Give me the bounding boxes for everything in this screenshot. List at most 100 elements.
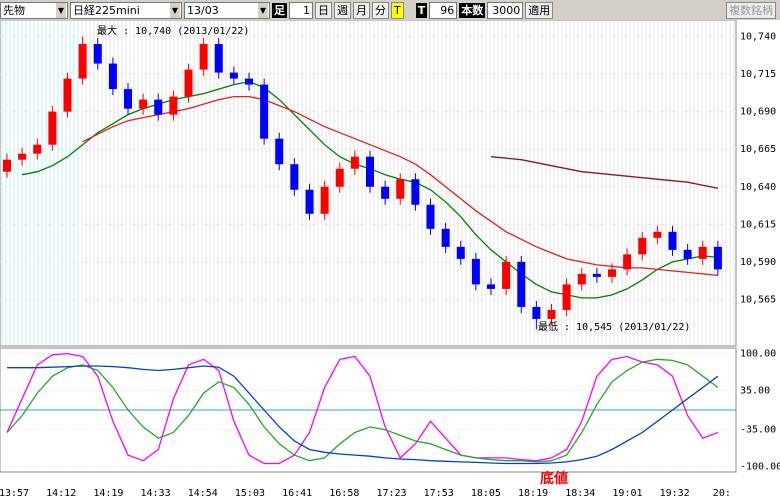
ashi-label: 足 <box>272 2 287 18</box>
y2-tick-label: 35.00 <box>740 385 770 396</box>
x-tick-label: 19:32 <box>660 488 690 499</box>
chart: 10,740 10,715 10,690 10,665 10,640 10,615 10,5… <box>0 20 780 499</box>
candle-body <box>48 111 57 145</box>
candle-body <box>441 228 450 247</box>
candle-body <box>608 269 616 277</box>
x-tick-label: 14:33 <box>141 488 171 499</box>
y-tick-label: 10,665 <box>740 144 776 155</box>
x-tick-label: 19:01 <box>612 488 642 499</box>
period-input[interactable]: 1 <box>289 1 313 19</box>
candle-body <box>260 84 269 139</box>
candle-body <box>199 44 208 70</box>
y2-tick-label: -100.00 <box>740 461 780 472</box>
candle-body <box>577 273 586 285</box>
candle-body <box>456 246 465 259</box>
candle-body <box>471 258 480 285</box>
month-button[interactable]: 月 <box>353 1 370 19</box>
t-label: T <box>415 2 428 18</box>
x-tick-label: 18:34 <box>565 488 595 499</box>
y-tick-label: 10,590 <box>740 257 776 268</box>
candle-body <box>547 309 556 319</box>
candle-body <box>18 153 27 160</box>
candle-body <box>638 237 647 255</box>
apply-button[interactable]: 適用 <box>525 1 554 19</box>
candle-body <box>169 96 178 115</box>
candle-body <box>502 261 511 289</box>
market-select[interactable]: 先物 <box>0 1 68 19</box>
candle-body <box>653 231 662 238</box>
x-tick-label: 13:57 <box>0 488 29 499</box>
oscillator-line <box>6 352 719 465</box>
y2-tick-label: -35.00 <box>740 425 776 436</box>
candle-body <box>713 246 722 270</box>
candle-body <box>350 156 359 169</box>
y-tick-label: 10,640 <box>740 182 776 193</box>
x-tick-label: 15:03 <box>235 488 265 499</box>
candle-body <box>335 168 344 187</box>
week-button[interactable]: 週 <box>334 1 351 19</box>
candle-body <box>668 231 677 250</box>
y-tick-label: 10,565 <box>740 294 776 305</box>
x-tick-label: 18:19 <box>518 488 548 499</box>
candle-body <box>245 78 253 85</box>
y-tick-label: 10,690 <box>740 107 776 118</box>
candle-body <box>366 156 374 187</box>
x-tick-label: 17:53 <box>424 488 454 499</box>
moving-average <box>490 156 719 189</box>
candle-body <box>290 164 299 190</box>
bottom-annotation: 底値 <box>540 470 568 487</box>
candle-body <box>139 99 148 109</box>
candle-body <box>63 78 72 112</box>
candle-body <box>3 159 11 172</box>
candle-body <box>592 273 601 277</box>
candle-body <box>184 69 193 97</box>
multi-button[interactable]: 複数銘柄 <box>726 1 776 19</box>
y-tick-label: 10,615 <box>740 219 776 230</box>
candle-body <box>683 249 692 259</box>
candle-body <box>562 284 571 310</box>
candle-body <box>411 179 420 205</box>
candle-body <box>623 254 632 270</box>
candle-body <box>229 72 238 79</box>
x-tick-label: 14:19 <box>93 488 123 499</box>
day-button[interactable]: 日 <box>315 1 332 19</box>
oscillator-line <box>6 358 719 463</box>
candle-body <box>517 261 526 307</box>
candle-body <box>275 138 284 165</box>
toolbar: 先物 日経225mini 13/03 足 1 日 週 月 分 T T 96 本数… <box>0 0 780 20</box>
y-tick-label: 10,715 <box>740 69 776 80</box>
candle-body <box>532 306 541 319</box>
candle-body <box>381 186 390 199</box>
candle-body <box>93 44 102 64</box>
candle-body <box>305 189 314 214</box>
y2-tick-label: 100.00 <box>740 349 776 360</box>
candle-body <box>487 284 495 289</box>
y-tick-label: 10,740 <box>740 32 776 43</box>
x-tick-label: 16:41 <box>282 488 312 499</box>
symbol-select[interactable]: 日経225mini <box>70 1 182 19</box>
candle-body <box>78 44 87 79</box>
max-label: 最大 : 10,740 (2013/01/22) <box>97 24 249 37</box>
candle-body <box>154 99 163 115</box>
minute-button[interactable]: 分 <box>372 1 389 19</box>
x-tick-label: 16:58 <box>329 488 359 499</box>
candle-body <box>396 179 405 199</box>
candle-body <box>124 89 132 109</box>
candle-body <box>320 186 329 214</box>
candle-body <box>108 63 117 90</box>
count-input[interactable]: 3000 <box>487 1 524 19</box>
candle-body <box>33 144 42 154</box>
x-tick-label: 17:23 <box>376 488 406 499</box>
x-tick-label: 14:54 <box>188 488 218 499</box>
t-input[interactable]: 96 <box>429 1 458 19</box>
oscillator-line <box>7 365 719 465</box>
x-tick-label: 14:12 <box>46 488 76 499</box>
tick-button[interactable]: T <box>391 1 404 19</box>
candle-body <box>214 44 223 73</box>
x-tick-label: 20: <box>713 488 731 499</box>
candle-body <box>426 204 435 229</box>
month-select[interactable]: 13/03 <box>184 1 270 19</box>
min-label: 最低 : 10,545 (2013/01/22) <box>538 320 690 333</box>
count-label: 本数 <box>459 2 486 18</box>
